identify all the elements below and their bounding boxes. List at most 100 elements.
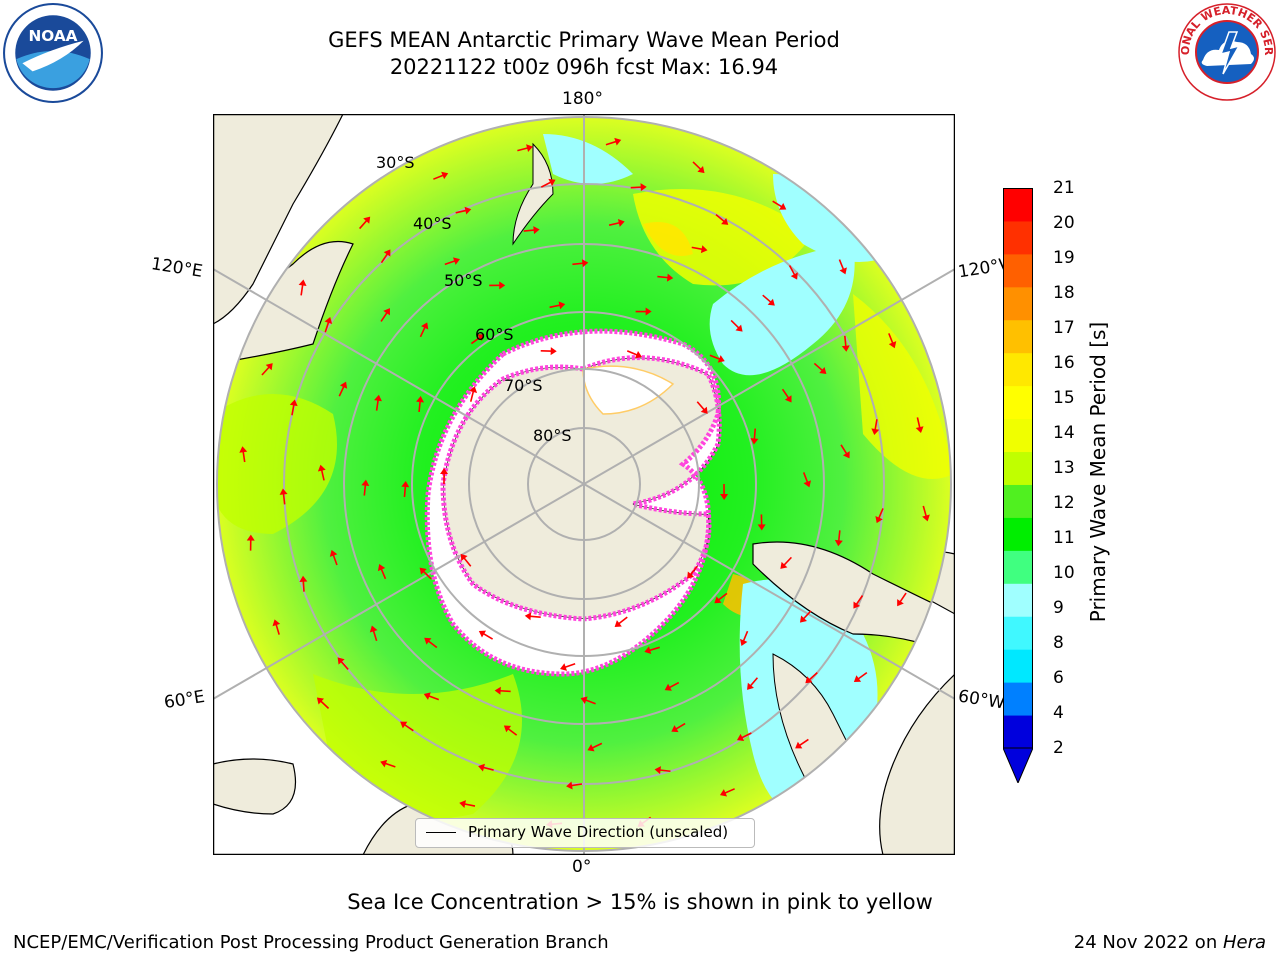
wave-arrow-head: [383, 308, 390, 316]
wave-arrow-head: [587, 744, 595, 752]
colorbar-tick-label: 12: [1053, 493, 1075, 513]
nws-logo-icon: NATIONAL WEATHER SERVICE: [1176, 2, 1276, 101]
wave-arrow-head: [503, 725, 512, 733]
wave-arrow-head: [841, 345, 850, 352]
colorbar-tick-label: 20: [1053, 213, 1075, 233]
wave-arrow-head: [337, 657, 345, 665]
wave-arrow-head: [719, 789, 728, 797]
wave-arrow-head: [644, 646, 652, 655]
lon-label-120e: 120°E: [149, 254, 204, 282]
wave-arrow-head: [477, 334, 485, 341]
wave-arrow-head: [424, 637, 432, 645]
wave-arrow-head: [440, 468, 449, 475]
colorbar-tick-label: 4: [1053, 703, 1064, 723]
wave-arrow-head: [558, 301, 566, 310]
wave-arrow-head: [265, 363, 273, 371]
wave-arrow-head: [560, 663, 568, 671]
wave-arrow-head: [888, 341, 897, 349]
wave-arrow-head: [298, 279, 307, 287]
colorbar-tick-label: 8: [1053, 633, 1064, 653]
colorbar-tick-label: 19: [1053, 248, 1075, 268]
wave-arrow-head: [853, 601, 861, 609]
wave-arrow-head: [459, 800, 466, 809]
footer-credit: NCEP/EMC/Verification Post Processing Pr…: [13, 932, 609, 953]
wave-arrow-head: [339, 381, 348, 389]
lat-label-40s: 40°S: [413, 214, 452, 233]
colorbar-title: Primary Wave Mean Period [s]: [1086, 321, 1110, 623]
lon-label-60w: 60°W: [956, 686, 1007, 714]
wave-arrow-head: [842, 451, 850, 459]
svg-text:NOAA: NOAA: [28, 27, 77, 45]
graticule: [213, 114, 955, 855]
colorbar-tick-label: 9: [1053, 598, 1064, 618]
wave-arrow-head: [617, 219, 625, 227]
wave-arrow-head: [795, 741, 803, 749]
wave-arrow-head: [790, 272, 798, 280]
wave-arrow-head: [634, 351, 643, 359]
wave-arrow-head: [369, 625, 378, 633]
map-subtitle: 20221122 t00z 096h fcst Max: 16.94: [389, 55, 779, 79]
wave-arrow-head: [550, 347, 557, 356]
colorbar-band: [1003, 715, 1033, 749]
lat-label-80s: 80°S: [533, 426, 572, 445]
colorbar-band: [1003, 550, 1033, 584]
wave-arrow-head: [614, 137, 622, 146]
wave-arrow-head: [566, 781, 573, 790]
wave-arrow-head: [740, 638, 748, 646]
wave-arrow-head: [299, 575, 308, 582]
wave-arrow-head: [317, 464, 326, 472]
colorbar-band: [1003, 253, 1033, 288]
lat-label-60s: 60°S: [475, 325, 514, 344]
wave-arrow-head: [272, 619, 281, 627]
wave-arrow-head: [400, 721, 408, 729]
wave-arrow-head: [664, 683, 672, 691]
sea-ice-note: Sea Ice Concentration > 15% is shown in …: [347, 890, 933, 914]
wave-direction-arrows: [239, 137, 930, 829]
lon-label-0: 0°: [572, 857, 592, 877]
polar-map: [213, 114, 955, 855]
colorbar-tick-label: 2: [1053, 738, 1064, 758]
wave-arrow-head: [697, 166, 705, 174]
wave-arrow-head: [289, 399, 298, 407]
wave-arrow-head: [499, 281, 506, 290]
wave-arrow-head: [875, 516, 883, 524]
wave-arrow-head: [239, 446, 248, 453]
wave-arrow-head: [717, 355, 725, 363]
wave-arrow-head: [361, 479, 370, 487]
wave-arrow-head: [377, 564, 386, 572]
wave-arrow-head: [478, 630, 487, 638]
colorbar-band: [1003, 649, 1033, 683]
wave-arrow-head: [374, 394, 382, 402]
colorbar-band: [1003, 188, 1033, 222]
wave-arrow-head: [383, 249, 391, 257]
colorbar-band: [1003, 418, 1033, 453]
lat-label-30s: 30°S: [376, 153, 415, 172]
colorbar-band: [1003, 616, 1033, 650]
wave-arrow-head: [469, 386, 478, 394]
wave-arrow-head: [401, 480, 410, 488]
wave-arrow-head: [494, 686, 501, 695]
wave-arrow-head: [464, 206, 472, 215]
colorbar-band: [1003, 682, 1033, 716]
wave-arrow-head: [784, 395, 792, 403]
colorbar-band: [1003, 319, 1033, 354]
lon-label-180: 180°: [562, 89, 603, 109]
wave-arrow-head: [526, 144, 533, 152]
wave-arrow-head: [767, 298, 775, 306]
wave-arrow-head: [805, 676, 813, 684]
wave-arrow-head: [419, 567, 427, 575]
wave-arrow-head: [614, 620, 622, 627]
wave-arrow-head: [246, 534, 255, 541]
wave-arrow-head: [779, 202, 787, 210]
wave-arrow-head: [747, 682, 754, 690]
wave-arrow-head: [363, 216, 371, 224]
colorbar-tick-label: 21: [1053, 178, 1075, 198]
colorbar-band: [1003, 385, 1033, 420]
wave-arrow-head: [853, 675, 862, 683]
legend-label: Primary Wave Direction (unscaled): [468, 823, 729, 841]
wave-arrow-head: [478, 763, 485, 772]
wave-arrow-head: [666, 273, 674, 282]
legend-line-swatch: [426, 832, 456, 833]
wave-arrow-head: [871, 428, 880, 436]
wave-arrow-head: [736, 733, 745, 742]
